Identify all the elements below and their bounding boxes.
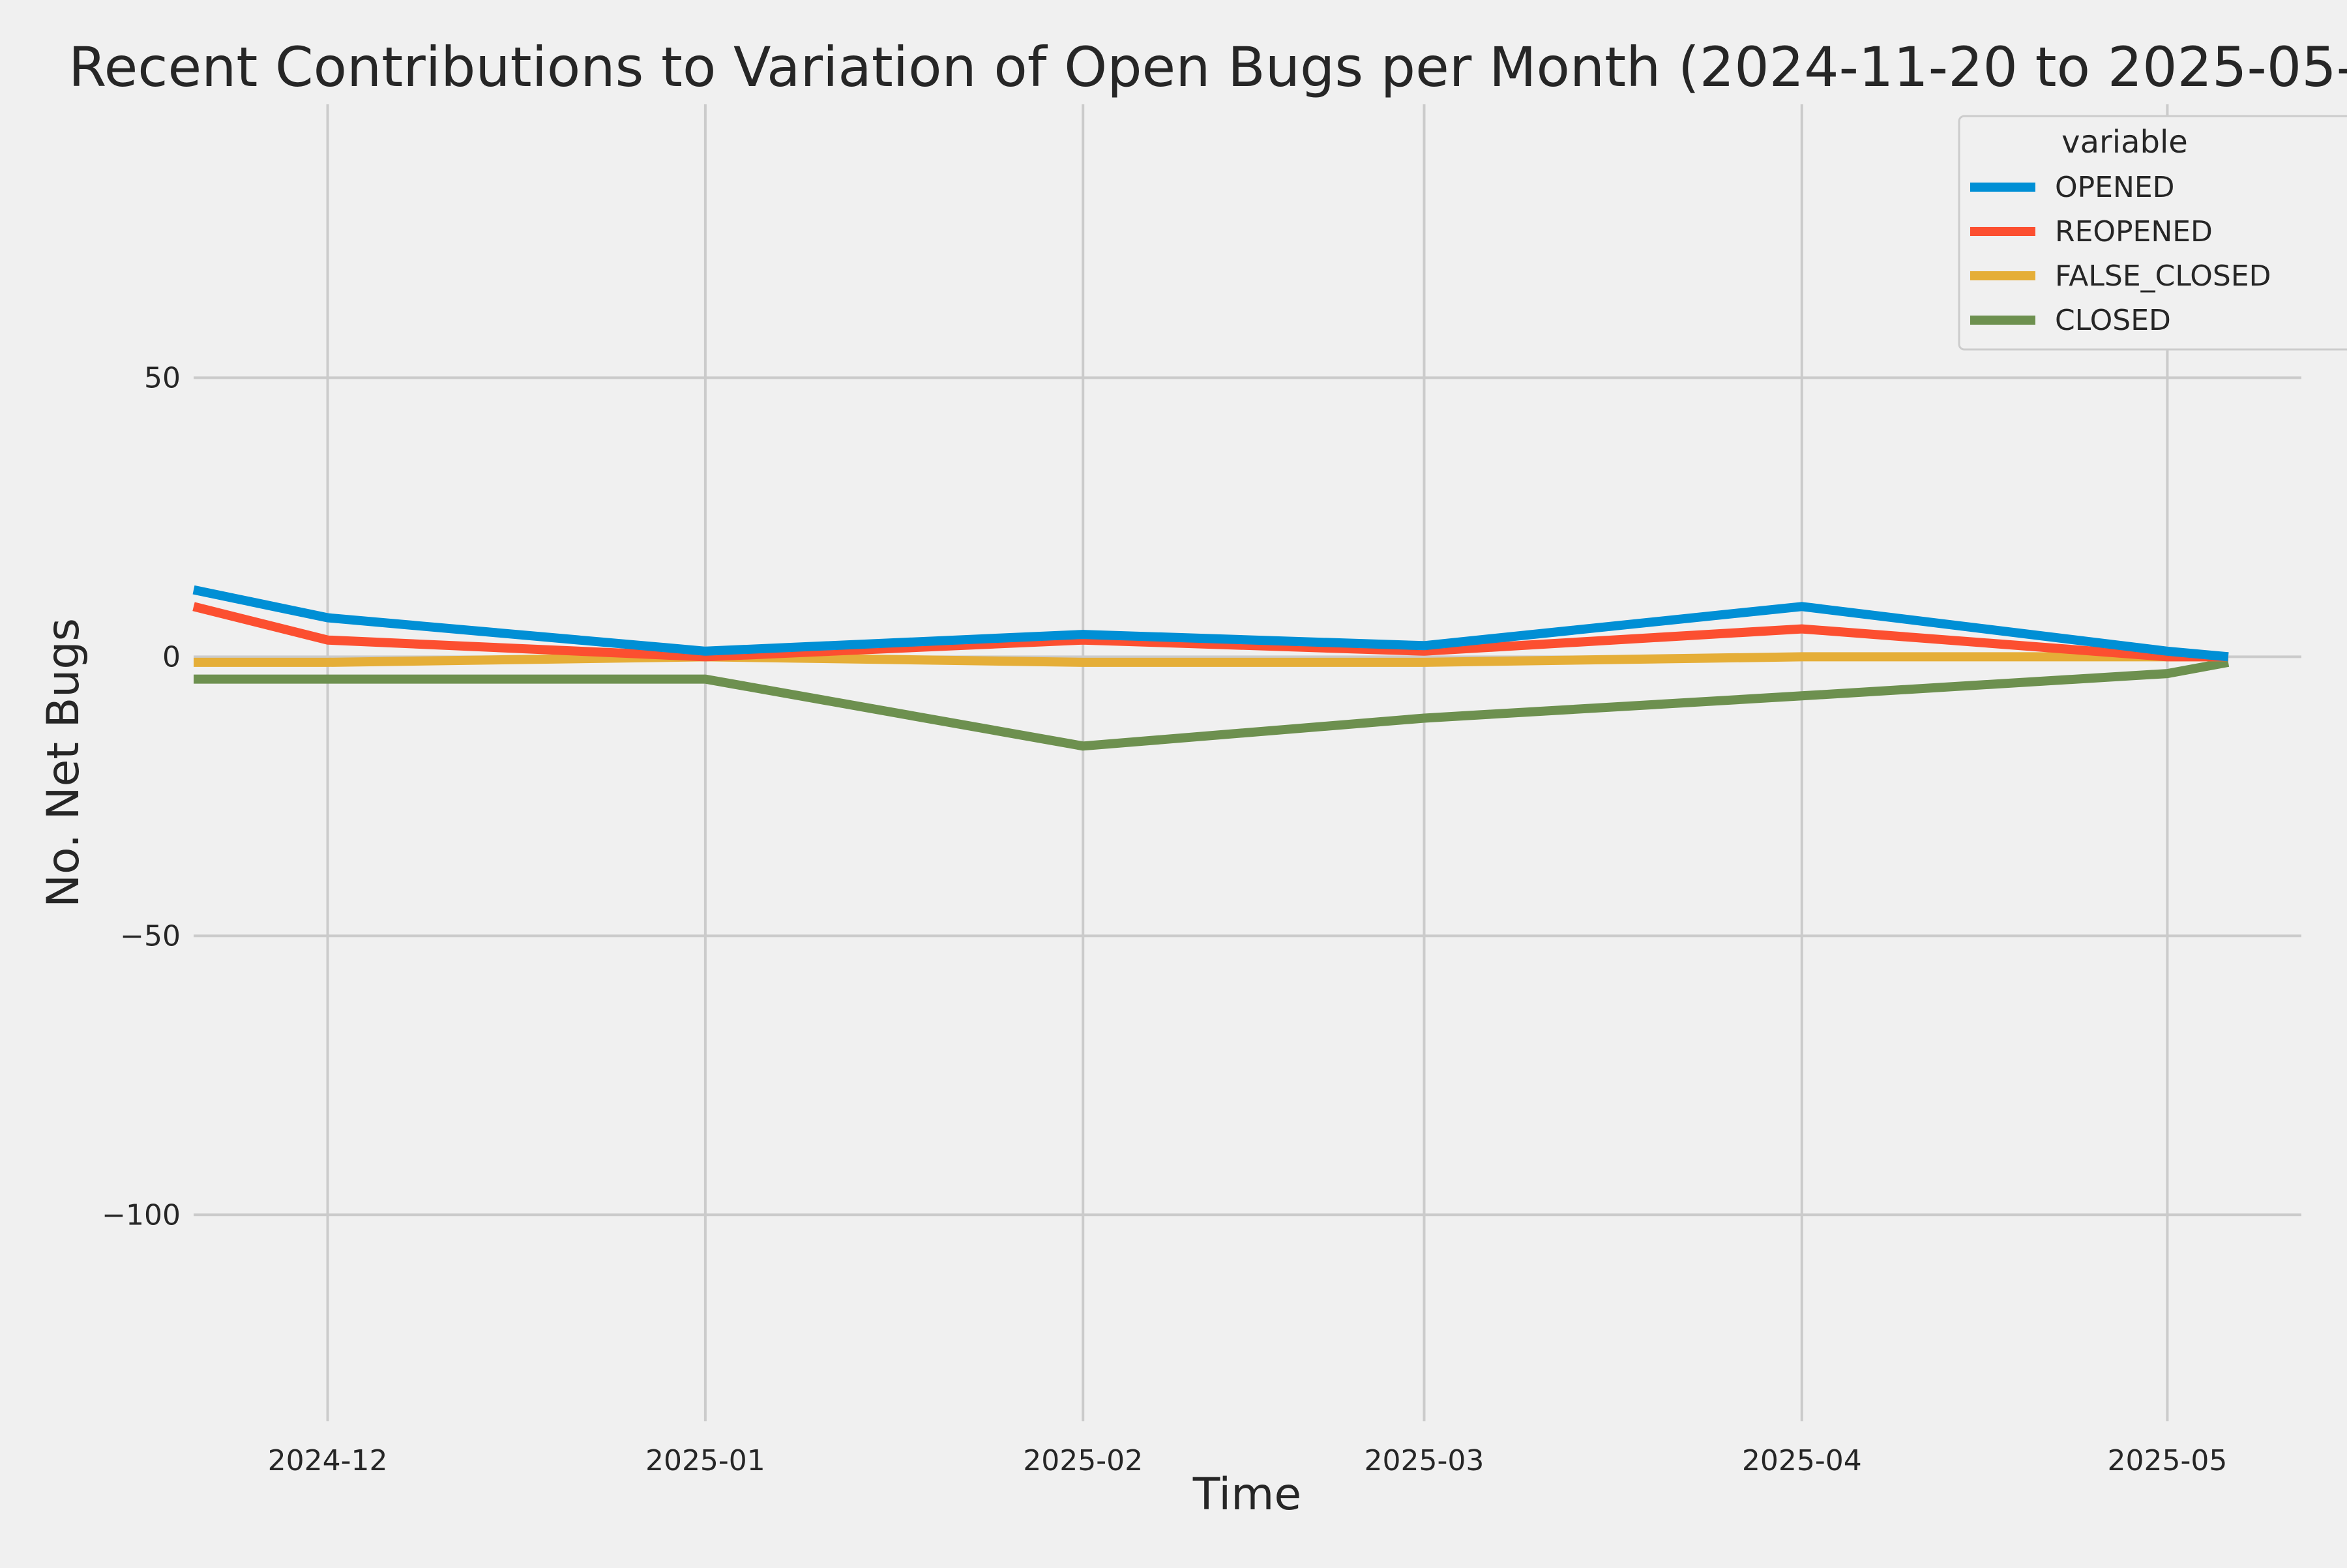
series-lines — [192, 585, 2230, 751]
y-tick-label-0: 0 — [162, 640, 181, 673]
x-tick-label-2025-05: 2025-05 — [2108, 1444, 2228, 1477]
x-axis-label: Time — [1192, 1469, 1301, 1520]
x-tick-label-2025-04: 2025-04 — [1742, 1444, 1862, 1477]
x-tick-label-2025-01: 2025-01 — [645, 1444, 765, 1477]
chart-title: Recent Contributions to Variation of Ope… — [68, 35, 2347, 99]
legend-label-closed: CLOSED — [2055, 304, 2171, 337]
legend-title: variable — [2061, 124, 2188, 160]
tick-labels: 2024-12 2025-01 2025-02 2025-03 2025-04 2025-… — [102, 361, 2227, 1477]
y-tick-label--100: −100 — [102, 1198, 181, 1232]
y-tick-label--50: −50 — [120, 919, 181, 953]
series-line-reopened — [192, 602, 2228, 662]
x-tick-label-2024-12: 2024-12 — [268, 1444, 388, 1477]
legend-label-reopened: REOPENED — [2055, 215, 2213, 248]
series-line-closed — [194, 658, 2230, 751]
x-tick-label-2025-02: 2025-02 — [1023, 1444, 1143, 1477]
legend: variable OPENED REOPENED FALSE_CLOSED CLOSE… — [1958, 115, 2347, 351]
series-line-opened — [192, 585, 2229, 662]
legend-box — [1958, 115, 2347, 351]
y-tick-label-50: 50 — [144, 361, 181, 394]
x-tick-label-2025-03: 2025-03 — [1365, 1444, 1484, 1477]
series-line-false-closed — [194, 652, 2228, 667]
legend-label-opened: OPENED — [2055, 171, 2175, 204]
legend-label-false-closed: FALSE_CLOSED — [2055, 259, 2271, 293]
y-axis-label: No. Net Bugs — [38, 618, 89, 908]
legend-items: OPENED REOPENED FALSE_CLOSED CLOSED — [1970, 171, 2271, 337]
